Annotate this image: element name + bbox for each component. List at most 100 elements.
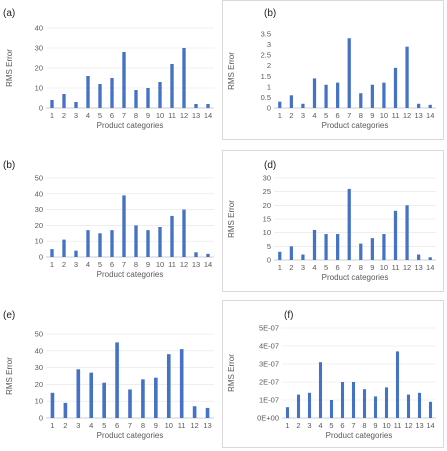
bar [141, 379, 145, 418]
y-tick-label: 1.5 [261, 72, 271, 81]
chart-panel: (a) 0 10 20 30 40 1 2 3 4 5 6 7 8 9 10 11 12 13 14 Product c… [0, 0, 218, 140]
x-tick-label: 9 [146, 260, 150, 269]
x-axis-title: Product categories [97, 431, 164, 440]
bar [89, 372, 94, 418]
bar [192, 406, 197, 418]
y-tick-label: 0.5 [261, 93, 271, 102]
bar [63, 402, 68, 418]
x-tick-label: 7 [128, 421, 132, 430]
chart-border [222, 0, 444, 140]
y-axis-title: RMS Error [227, 200, 236, 238]
x-tick-label: 10 [156, 111, 164, 120]
y-tick-label: 10 [35, 84, 43, 93]
x-tick-label: 1 [50, 421, 54, 430]
y-tick-label: 10 [35, 237, 43, 246]
x-tick-label: 11 [394, 421, 402, 430]
y-tick-label: 0E+00 [257, 414, 279, 423]
x-tick-label: 1 [50, 260, 54, 269]
x-tick-label: 7 [347, 111, 351, 120]
bar [154, 377, 158, 418]
x-tick-label: 7 [122, 260, 126, 269]
x-tick-label: 6 [340, 421, 344, 430]
bar [86, 230, 90, 257]
x-tick-label: 2 [62, 260, 66, 269]
bar [428, 257, 432, 260]
x-axis-title: Product categories [326, 431, 393, 440]
chart-border [222, 300, 444, 448]
bar [98, 84, 102, 108]
x-tick-label: 12 [180, 260, 188, 269]
bar [395, 351, 400, 418]
x-tick-label: 10 [156, 260, 164, 269]
x-axis-title: Product categories [97, 121, 164, 130]
bar [405, 46, 409, 108]
bar [170, 215, 174, 257]
x-tick-label: 2 [289, 263, 293, 272]
y-tick-label: 3.5 [261, 30, 271, 39]
x-tick-label: 6 [115, 421, 119, 430]
bar [146, 230, 150, 257]
panel-label: (a) [3, 8, 16, 19]
x-tick-label: 1 [278, 111, 282, 120]
x-tick-label: 11 [392, 111, 400, 120]
y-tick-label: 30 [35, 44, 43, 53]
x-tick-label: 1 [278, 263, 282, 272]
x-tick-label: 3 [74, 260, 78, 269]
x-tick-label: 11 [168, 260, 176, 269]
bar [182, 209, 186, 257]
bar [324, 84, 328, 108]
bar [205, 407, 210, 418]
bar [194, 104, 198, 108]
bar [324, 234, 328, 260]
y-tick-label: 0 [39, 104, 43, 113]
x-tick-label: 4 [312, 111, 316, 120]
y-tick-label: 3E-07 [259, 360, 279, 369]
x-tick-label: 11 [392, 263, 400, 272]
bar [102, 382, 106, 418]
y-axis-title: RMS Error [5, 357, 14, 395]
bar [115, 342, 119, 418]
bar [347, 188, 351, 260]
x-tick-label: 1 [50, 111, 54, 120]
y-tick-label: 10 [263, 228, 271, 237]
panel-label: (f) [284, 310, 294, 321]
y-tick-label: 15 [263, 215, 271, 224]
bar [296, 394, 301, 418]
y-tick-label: 50 [35, 174, 43, 183]
x-tick-label: 14 [426, 421, 434, 430]
x-tick-label: 13 [192, 111, 200, 120]
x-tick-label: 8 [362, 421, 366, 430]
x-tick-label: 8 [359, 111, 363, 120]
bar [370, 238, 374, 260]
y-tick-label: 1E-07 [259, 396, 279, 405]
bar [417, 103, 421, 108]
x-tick-label: 9 [154, 421, 158, 430]
bar [50, 392, 55, 418]
x-tick-label: 10 [165, 421, 173, 430]
x-tick-label: 5 [98, 111, 102, 120]
y-tick-label: 40 [35, 346, 43, 355]
x-tick-label: 12 [403, 111, 411, 120]
bar [206, 104, 210, 108]
x-tick-label: 2 [63, 421, 67, 430]
bar [347, 38, 351, 108]
chart-border [222, 150, 444, 292]
bar [312, 78, 317, 108]
y-axis-title: RMS Error [227, 354, 236, 392]
bar [62, 94, 66, 108]
bar [134, 90, 138, 108]
bar [307, 392, 312, 418]
x-tick-label: 8 [134, 260, 138, 269]
y-tick-label: 0 [39, 253, 43, 262]
chart-panel: (e) 0 10 20 30 40 50 1 2 3 4 5 6 7 8 9 10 11 12 13 Product c… [0, 300, 218, 448]
panel-label: (b) [3, 160, 16, 171]
bar [351, 382, 356, 418]
bar [278, 251, 282, 260]
bar [74, 102, 78, 108]
bar [158, 82, 162, 108]
x-tick-label: 14 [426, 111, 434, 120]
bar [384, 387, 389, 418]
x-tick-label: 13 [414, 111, 422, 120]
